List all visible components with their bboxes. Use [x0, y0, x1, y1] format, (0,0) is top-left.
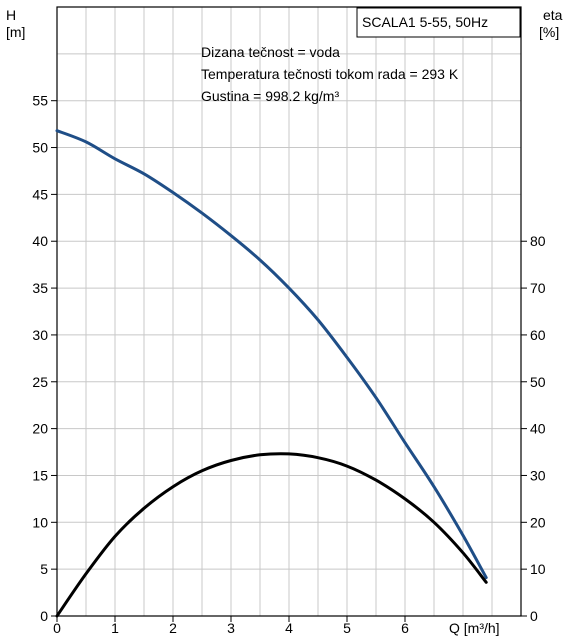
y-left-tick-label: 40 [32, 233, 48, 249]
y-left-label-symbol: H [6, 7, 16, 23]
y-left-tick-label: 45 [32, 186, 48, 202]
y-left-tick-label: 50 [32, 140, 48, 156]
y-right-axis-ticks: 0 10 20 30 40 50 60 70 80 [521, 233, 546, 624]
x-tick-label: 2 [169, 620, 177, 636]
y-right-tick-label: 40 [530, 421, 546, 437]
y-right-tick-label: 10 [530, 561, 546, 577]
y-left-tick-label: 35 [32, 280, 48, 296]
y-right-tick-label: 50 [530, 374, 546, 390]
grid-lines [57, 7, 521, 616]
x-tick-label: 0 [53, 620, 61, 636]
y-right-tick-label: 20 [530, 514, 546, 530]
annotation-fluid: Dizana tečnost = voda [201, 44, 340, 60]
head-curve [55, 129, 488, 580]
efficiency-curve [55, 452, 488, 618]
x-tick-label: 1 [111, 620, 119, 636]
x-tick-label: 5 [343, 620, 351, 636]
y-left-tick-label: 15 [32, 467, 48, 483]
y-right-tick-label: 60 [530, 327, 546, 343]
y-left-axis-ticks: 0 5 10 15 20 25 30 35 40 45 50 55 [32, 93, 57, 624]
y-left-tick-label: 30 [32, 327, 48, 343]
y-left-tick-label: 10 [32, 514, 48, 530]
annotation-density: Gustina = 998.2 kg/m³ [201, 88, 339, 104]
x-tick-label: 3 [227, 620, 235, 636]
y-left-tick-label: 25 [32, 374, 48, 390]
chart-title: SCALA1 5-55, 50Hz [362, 14, 488, 30]
annotation-temperature: Temperatura tečnosti tokom rada = 293 K [201, 66, 459, 82]
y-left-tick-label: 5 [40, 561, 48, 577]
y-left-label-unit: [m] [6, 24, 25, 40]
y-right-label-symbol: eta [543, 7, 563, 23]
x-tick-label: 4 [285, 620, 293, 636]
series-curves [55, 129, 488, 618]
y-right-tick-label: 80 [530, 233, 546, 249]
y-left-tick-label: 0 [40, 608, 48, 624]
title-box [356, 7, 521, 38]
x-tick-label: 6 [401, 620, 409, 636]
y-left-tick-label: 20 [32, 421, 48, 437]
x-axis-label: Q [m³/h] [449, 620, 500, 636]
y-right-tick-label: 70 [530, 280, 546, 296]
x-axis-ticks: 0 1 2 3 4 5 6 [53, 616, 409, 636]
y-right-tick-label: 0 [530, 608, 538, 624]
y-right-tick-label: 30 [530, 467, 546, 483]
y-right-label-unit: [%] [539, 24, 559, 40]
y-left-tick-label: 55 [32, 93, 48, 109]
